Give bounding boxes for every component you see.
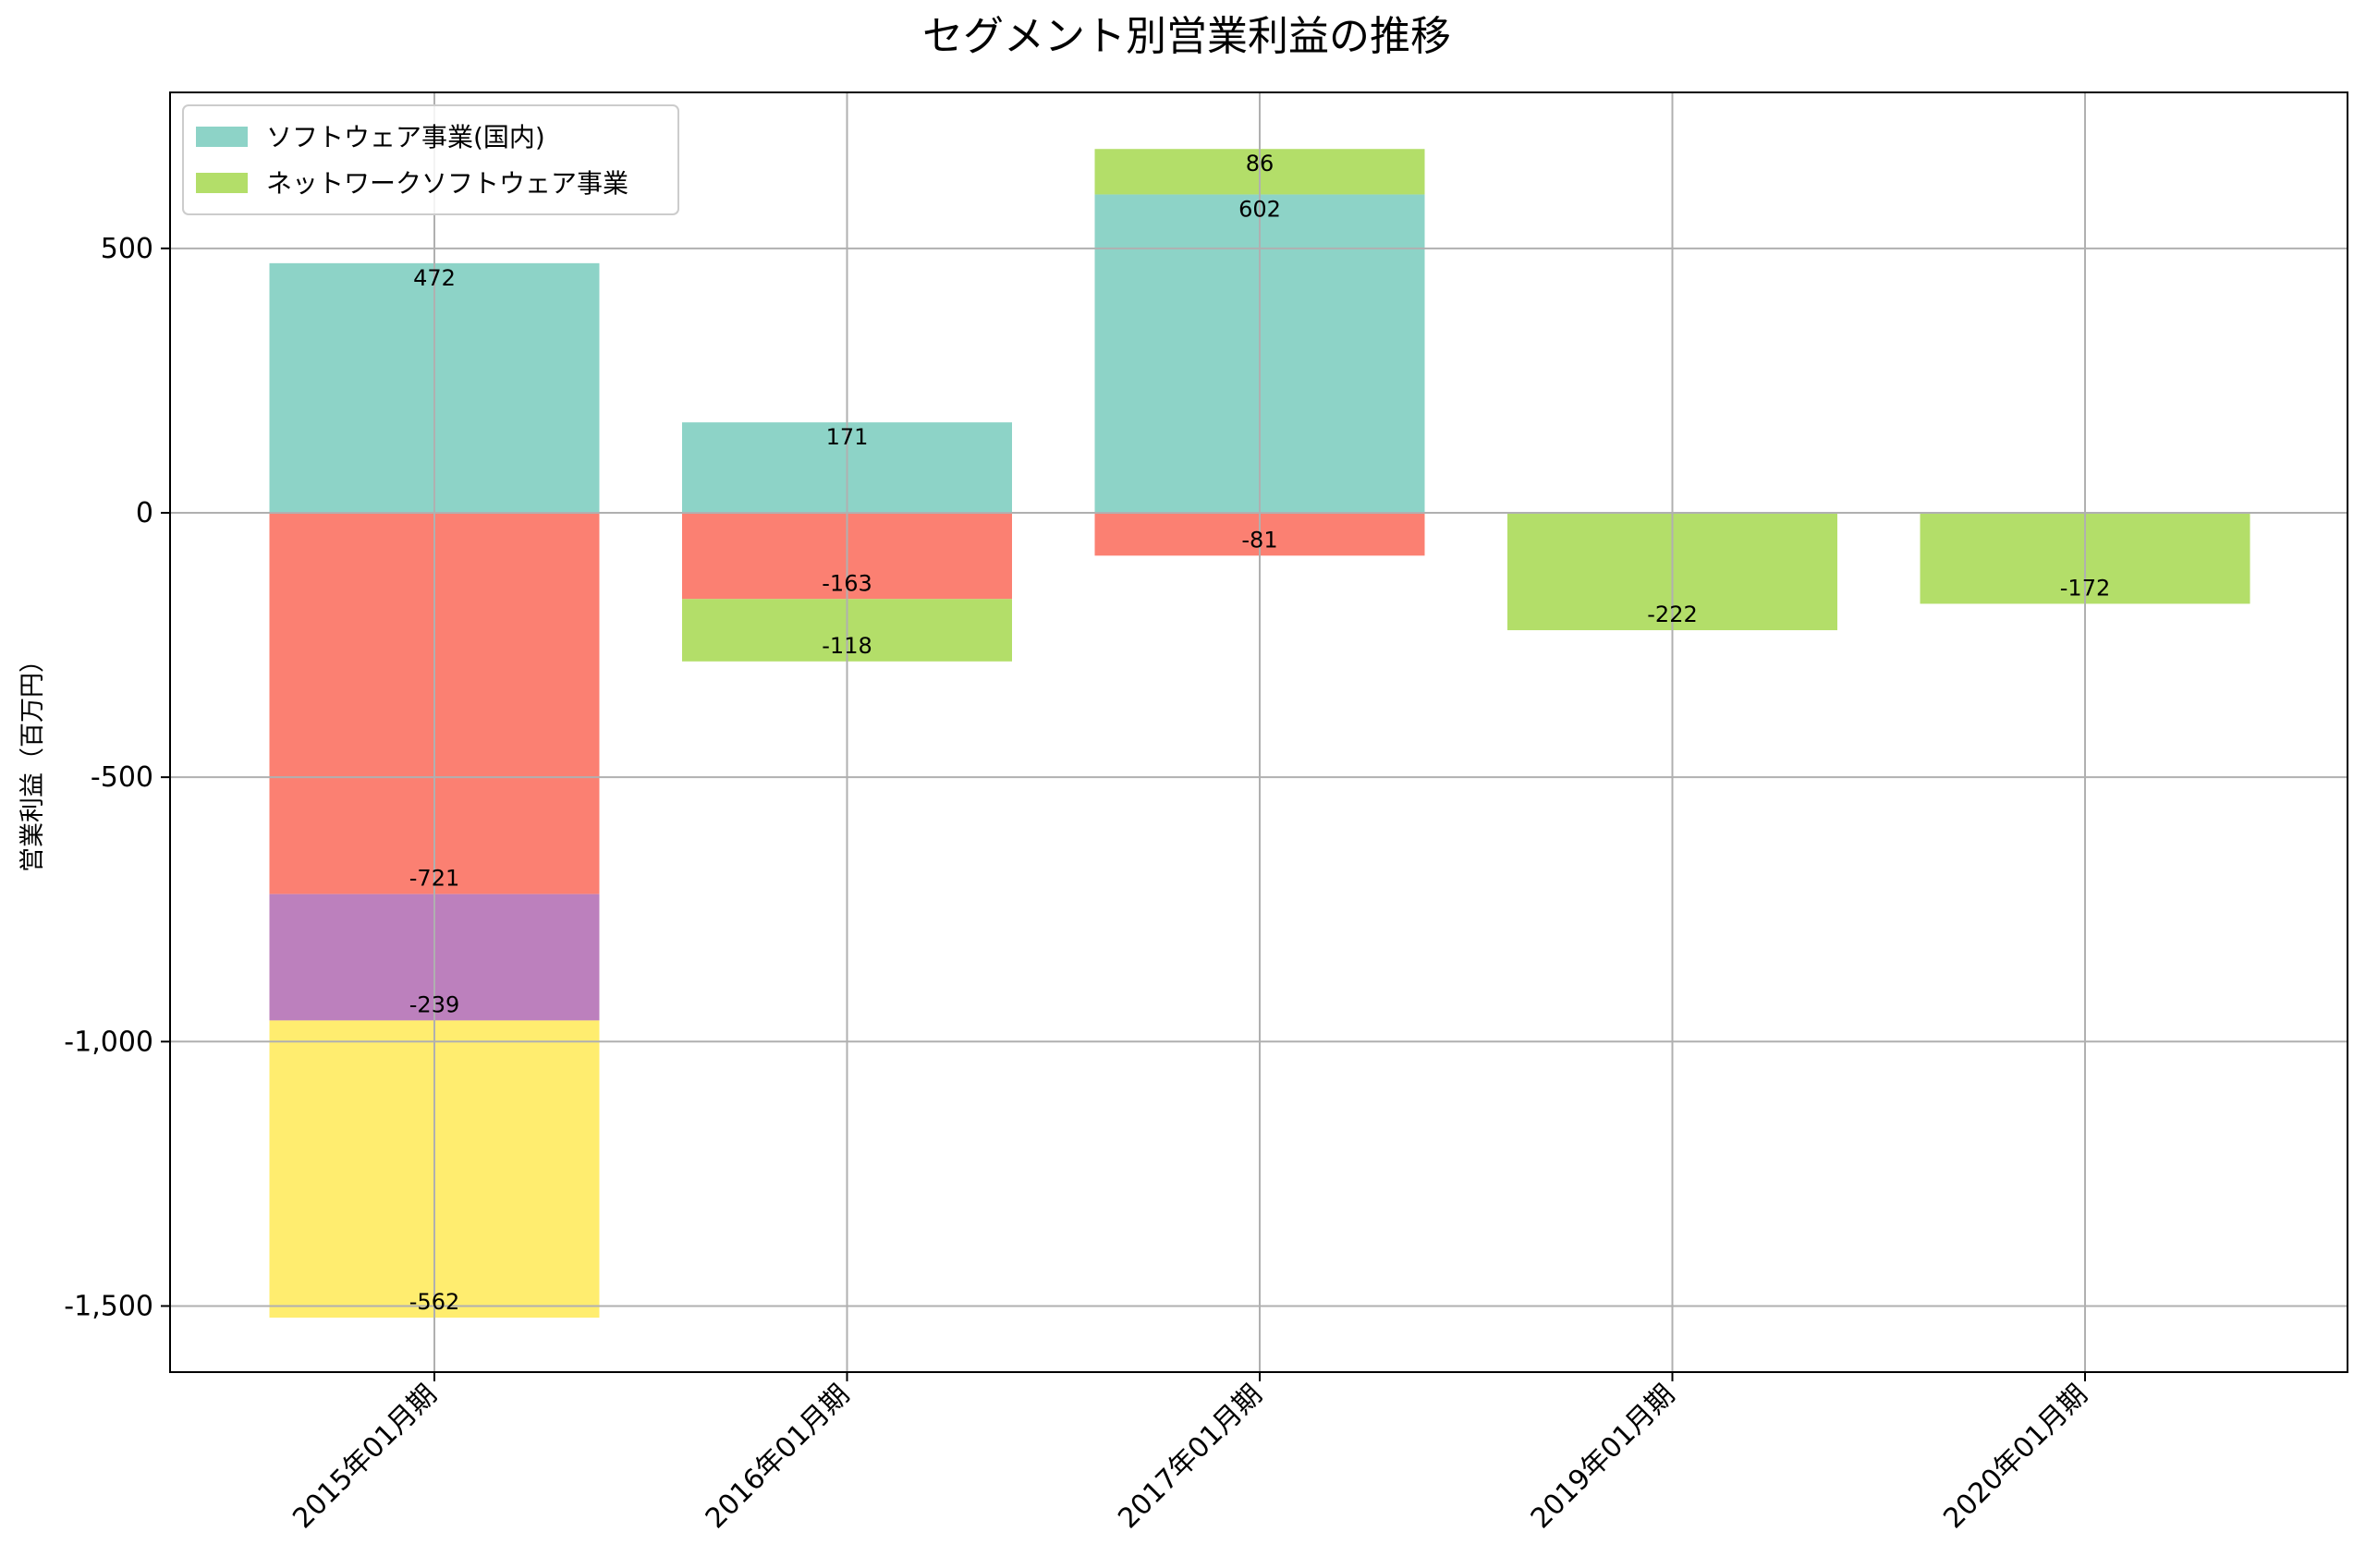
data-label: -562: [409, 1289, 459, 1315]
y-axis-label: 営業利益（百万円）: [18, 648, 47, 872]
data-label: -163: [822, 570, 872, 596]
data-label: -239: [409, 991, 459, 1017]
y-tick-label: -1,000: [64, 1026, 153, 1058]
y-tick-label: -1,500: [64, 1290, 153, 1322]
legend-swatch: [196, 127, 248, 147]
data-label: -81: [1241, 527, 1277, 553]
data-label: 86: [1246, 151, 1274, 176]
data-label: 472: [413, 265, 456, 291]
data-label: -172: [2060, 575, 2110, 601]
legend-box: [182, 104, 679, 215]
grid-layer: [170, 92, 2348, 1372]
x-tick-label: 2017年01月期: [1112, 1379, 1268, 1535]
data-label: 171: [826, 424, 869, 450]
legend: ソフトウェア事業(国内) ネットワークソフトウェア事業: [182, 104, 679, 215]
legend-swatch: [196, 173, 248, 193]
legend-label: ネットワークソフトウェア事業: [266, 168, 628, 199]
legend-label: ソフトウェア事業(国内): [266, 122, 545, 152]
labels-layer: 472 -721 -239 -562 171 -163 -118 602 86 -81 -222 -1…: [409, 151, 2110, 1315]
x-tick-label: 2019年01月期: [1525, 1379, 1681, 1535]
data-label: -721: [409, 866, 459, 892]
chart-title: セグメント別営業利益の推移: [922, 13, 1451, 60]
x-tick-label: 2016年01月期: [700, 1379, 856, 1535]
data-label: 602: [1238, 196, 1281, 222]
x-tick-label: 2015年01月期: [287, 1379, 443, 1535]
data-label: -118: [822, 633, 872, 659]
y-tick-label: -500: [91, 761, 153, 794]
x-tick-label: 2020年01月期: [1937, 1379, 2093, 1535]
y-tick-label: 500: [101, 233, 153, 265]
data-label: -222: [1647, 602, 1697, 627]
y-tick-label: 0: [136, 497, 153, 529]
